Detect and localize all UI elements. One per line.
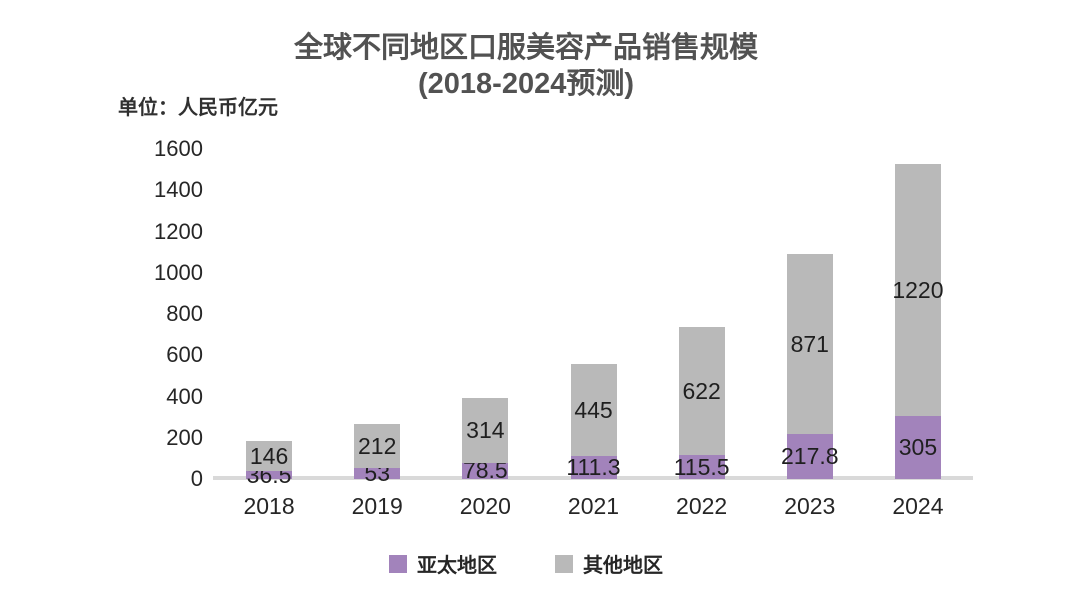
bar-segment-other: 146 <box>246 441 293 472</box>
y-tick-label: 1200 <box>154 218 203 244</box>
y-tick-label: 200 <box>166 424 203 450</box>
bar-segment-other: 445 <box>570 364 617 457</box>
y-tick-label: 1400 <box>154 177 203 203</box>
bar-segment-apac: 115.5 <box>674 455 730 479</box>
bar-segment-apac: 36.5 <box>246 463 293 486</box>
bar-value-label: 445 <box>574 396 613 423</box>
bar-segment-apac: 217.8 <box>781 434 839 479</box>
y-tick-label: 400 <box>166 383 203 409</box>
bar-value-label: 111.3 <box>566 454 621 481</box>
legend: 亚太地区 其他地区 <box>0 549 1052 578</box>
bar-value-label: 314 <box>466 416 505 443</box>
bar-segment-other: 1220 <box>892 164 944 417</box>
x-axis-label: 2021 <box>567 493 620 519</box>
bar-value-label: 212 <box>358 432 397 459</box>
bar-value-label: 1220 <box>892 276 944 303</box>
y-tick-label: 1600 <box>154 136 203 161</box>
y-tick-label: 800 <box>166 301 203 326</box>
legend-label: 其他地区 <box>583 555 663 577</box>
bar-segment-other: 871 <box>786 254 833 435</box>
bar-value-label: 78.5 <box>462 457 508 484</box>
y-tick-label: 1000 <box>154 259 203 285</box>
x-axis-label: 2023 <box>784 493 836 519</box>
chart-title-line1: 全球不同地区口服美容产品销售规模 <box>293 32 758 64</box>
legend-item-other: 其他地区 <box>555 549 663 578</box>
x-axis-label: 2022 <box>676 493 728 519</box>
bar-segment-other: 314 <box>462 398 509 463</box>
bar-segment-apac: 53 <box>354 462 401 485</box>
bar-value-label: 871 <box>790 330 829 357</box>
bar-segment-other: 212 <box>354 424 401 469</box>
bar-segment-apac: 111.3 <box>566 456 621 479</box>
bar-segment-apac: 305 <box>894 416 941 479</box>
bar-segment-other: 622 <box>678 326 725 456</box>
legend-label: 亚太地区 <box>417 555 497 577</box>
bar-value-label: 622 <box>682 377 721 404</box>
x-axis-label: 2020 <box>459 493 511 519</box>
bar-value-label: 146 <box>249 442 289 469</box>
y-tick-label: 600 <box>166 342 203 368</box>
bar-segment-apac: 78.5 <box>462 459 509 482</box>
chart-title-line2: (2018-2024预测) <box>418 68 634 100</box>
bar-value-label: 305 <box>898 434 938 461</box>
plot-area: 0 200 400 600 800 1000 1200 1400 1600 36.5 146 2018… <box>154 136 973 519</box>
x-axis-label: 2018 <box>243 493 295 519</box>
chart-title: 全球不同地区口服美容产品销售规模 (2018-2024预测) <box>0 30 1052 102</box>
legend-item-apac: 亚太地区 <box>389 549 497 578</box>
x-axis-label: 2019 <box>351 493 403 519</box>
bar-value-label: 115.5 <box>673 453 730 480</box>
y-tick-label: 0 <box>190 466 203 491</box>
x-axis-label: 2024 <box>892 493 944 519</box>
legend-swatch <box>555 554 573 573</box>
bar-value-label: 217.8 <box>781 443 839 470</box>
legend-swatch <box>389 554 407 573</box>
unit-label: 单位：人民币亿元 <box>118 97 278 119</box>
